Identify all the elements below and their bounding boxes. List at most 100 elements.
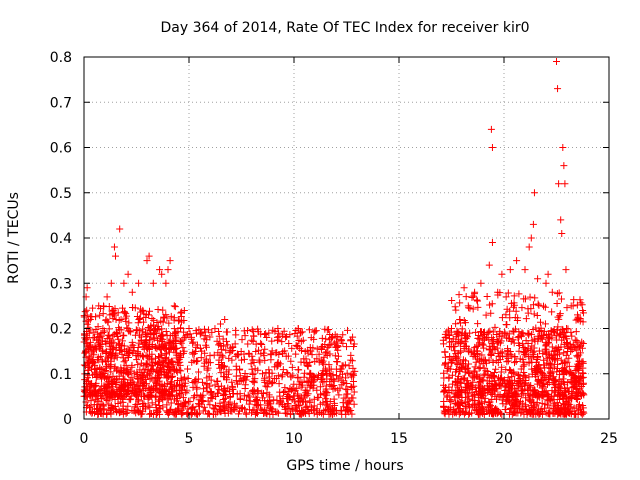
data-point [555, 289, 563, 297]
data-point [320, 389, 328, 397]
data-point [528, 358, 536, 366]
data-point [232, 331, 240, 339]
data-point [524, 339, 532, 347]
data-point [189, 338, 197, 346]
data-point [509, 401, 517, 409]
data-point [83, 284, 91, 292]
data-point [549, 355, 557, 363]
data-point [579, 359, 587, 367]
data-point [97, 406, 105, 414]
data-point [561, 404, 569, 412]
data-point [568, 344, 576, 352]
data-point [277, 397, 285, 405]
data-point [162, 341, 170, 349]
x-tick-label: 20 [495, 431, 513, 447]
data-point [252, 340, 260, 348]
data-point [247, 360, 255, 368]
data-point [147, 322, 155, 330]
data-point [503, 305, 511, 313]
data-point [213, 337, 221, 345]
data-point [503, 321, 511, 329]
data-point [566, 408, 574, 416]
data-point [212, 393, 220, 401]
data-point [158, 332, 166, 340]
data-point [316, 383, 324, 391]
data-point [474, 320, 482, 328]
data-point [85, 385, 93, 393]
data-point [91, 342, 99, 350]
data-point [165, 319, 173, 327]
data-point [193, 385, 201, 393]
data-point [250, 332, 258, 340]
data-point [257, 405, 265, 413]
data-point [488, 337, 496, 345]
data-point [263, 383, 271, 391]
data-point [511, 353, 519, 361]
data-point [565, 387, 573, 395]
data-point [543, 380, 551, 388]
data-point [157, 317, 165, 325]
data-point [519, 376, 527, 384]
data-point [526, 293, 534, 301]
data-point [250, 386, 258, 394]
data-point [131, 331, 139, 339]
data-point [182, 332, 190, 340]
data-point [348, 357, 356, 365]
data-point [264, 401, 272, 409]
data-point [126, 376, 134, 384]
data-point [255, 346, 263, 354]
data-point [554, 350, 562, 358]
data-point [147, 362, 155, 370]
data-point [185, 325, 193, 332]
data-point [173, 381, 181, 389]
data-point [206, 359, 214, 367]
data-point [158, 382, 166, 390]
data-point [158, 270, 166, 278]
data-point [198, 378, 206, 386]
data-point [525, 243, 533, 251]
data-point [157, 381, 165, 389]
data-point [534, 361, 542, 369]
data-point [527, 346, 535, 354]
data-point [175, 316, 183, 324]
data-point [168, 378, 176, 386]
data-point [558, 229, 566, 237]
data-point [223, 376, 231, 384]
data-point [507, 337, 515, 345]
data-point [82, 387, 90, 395]
data-point [485, 336, 493, 344]
data-point [167, 344, 175, 352]
data-point [233, 380, 241, 388]
data-point [295, 337, 303, 345]
data-point [496, 409, 504, 417]
data-point [184, 374, 192, 382]
data-point [273, 361, 281, 369]
data-point [155, 326, 163, 334]
data-point [105, 374, 113, 382]
data-point [291, 330, 299, 338]
data-point [553, 368, 561, 376]
data-point [90, 328, 98, 336]
data-point [496, 375, 504, 383]
data-point [317, 371, 325, 379]
data-point [189, 339, 197, 347]
data-point [332, 338, 340, 346]
data-point [460, 284, 468, 292]
data-point [268, 337, 276, 345]
data-point [574, 363, 582, 371]
data-point [122, 310, 130, 318]
data-point [228, 378, 236, 386]
data-point [455, 291, 463, 299]
data-point [487, 125, 495, 133]
data-point [225, 354, 233, 362]
data-point [268, 369, 276, 377]
data-point [256, 358, 264, 366]
data-point [462, 362, 470, 370]
data-point [473, 370, 481, 378]
data-point [488, 239, 496, 247]
data-point [180, 306, 188, 314]
data-point [505, 335, 513, 343]
data-point [274, 409, 282, 417]
data-point [334, 346, 342, 354]
data-point [163, 379, 171, 387]
